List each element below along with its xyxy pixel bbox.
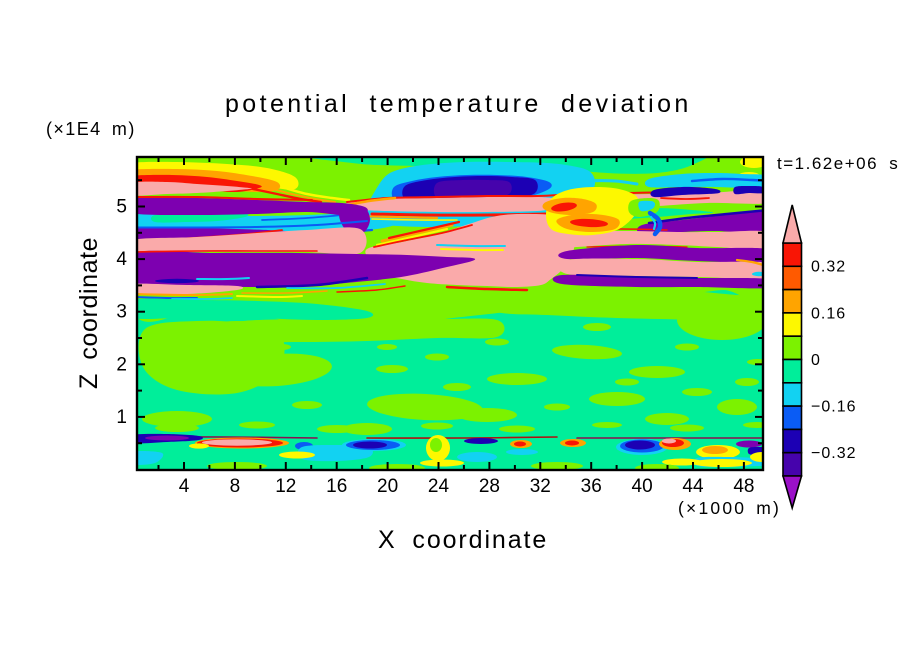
- svg-text:potential temperature deviatio: potential temperature deviation: [225, 90, 692, 118]
- svg-text:12: 12: [275, 476, 296, 497]
- svg-text:−0.16: −0.16: [811, 399, 856, 416]
- svg-text:48: 48: [733, 476, 754, 497]
- svg-text:(×1000 m): (×1000 m): [678, 498, 781, 518]
- svg-text:32: 32: [530, 476, 551, 497]
- svg-text:16: 16: [326, 476, 347, 497]
- svg-text:0.16: 0.16: [811, 306, 846, 323]
- svg-text:Z coordinate: Z coordinate: [75, 237, 103, 389]
- svg-text:0.32: 0.32: [811, 259, 846, 276]
- svg-text:1: 1: [116, 407, 127, 428]
- svg-text:40: 40: [632, 476, 653, 497]
- svg-text:2: 2: [116, 354, 127, 375]
- svg-text:5: 5: [116, 197, 127, 218]
- svg-text:X coordinate: X coordinate: [378, 526, 548, 554]
- svg-text:t=1.62e+06 s: t=1.62e+06 s: [777, 154, 899, 173]
- svg-text:3: 3: [116, 302, 127, 323]
- svg-text:28: 28: [479, 476, 500, 497]
- svg-text:20: 20: [377, 476, 398, 497]
- svg-text:8: 8: [230, 476, 241, 497]
- svg-text:−0.32: −0.32: [811, 445, 856, 462]
- svg-text:4: 4: [179, 476, 190, 497]
- svg-text:44: 44: [682, 476, 704, 497]
- svg-text:(×1E4 m): (×1E4 m): [46, 119, 136, 139]
- svg-text:4: 4: [116, 249, 127, 270]
- svg-text:24: 24: [428, 476, 450, 497]
- svg-text:0: 0: [811, 352, 821, 369]
- svg-text:36: 36: [581, 476, 602, 497]
